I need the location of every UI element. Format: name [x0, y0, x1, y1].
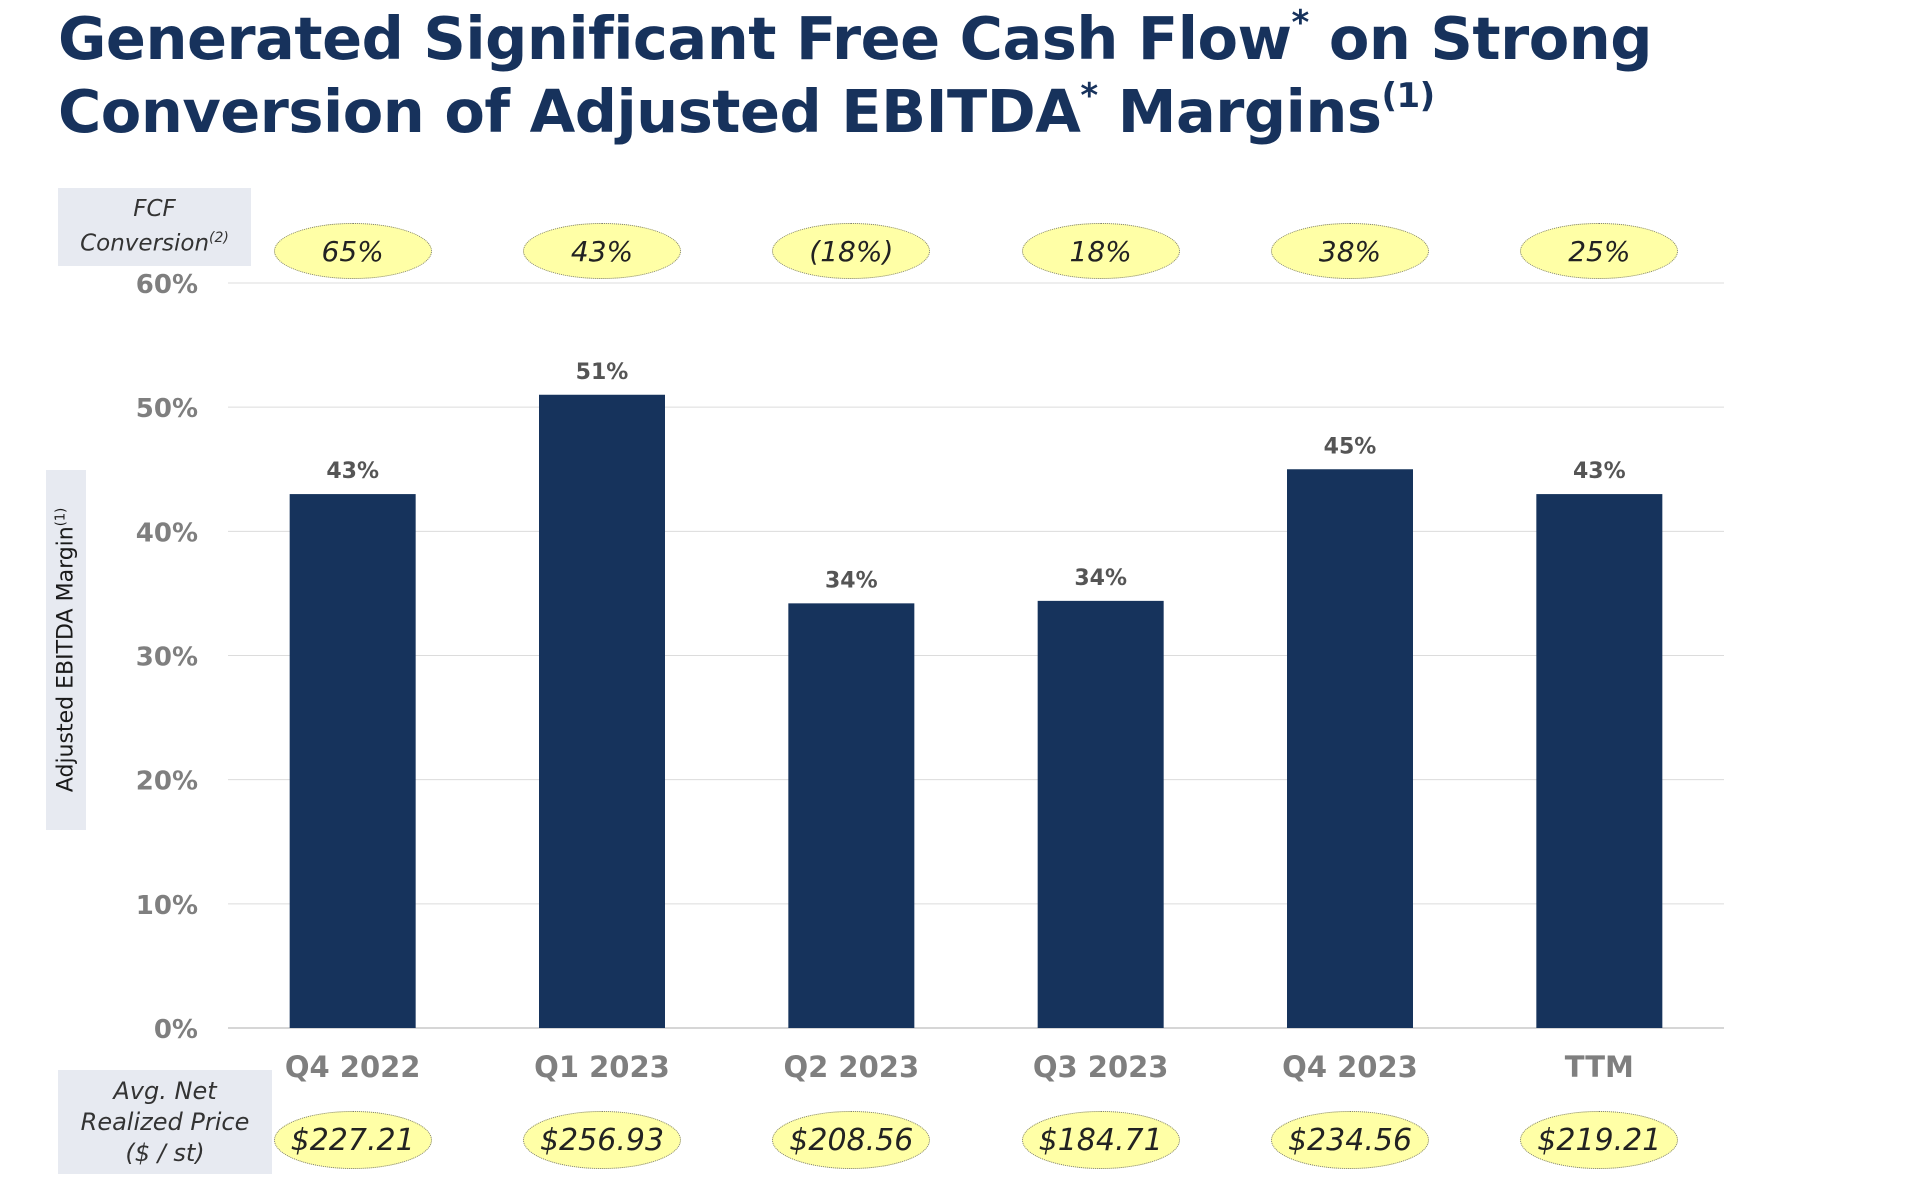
bar-data-label: 34% — [1074, 566, 1127, 591]
bar — [1037, 600, 1164, 1028]
fcf-label-line1: FCF — [133, 196, 176, 223]
chart-title: Generated Significant Free Cash Flow* on… — [58, 2, 1758, 148]
x-tick-label: Q2 2023 — [784, 1050, 920, 1084]
fcf-conversion-value: 18% — [1021, 223, 1180, 279]
avg-net-realized-price-value: $256.93 — [523, 1111, 681, 1169]
x-tick-label: TTM — [1565, 1050, 1634, 1084]
avg-net-realized-price-value: $184.71 — [1021, 1111, 1180, 1169]
y-axis-label-background — [46, 470, 86, 830]
y-tick-label: 30% — [136, 643, 198, 673]
title-footnote-ref: (1) — [1381, 76, 1435, 117]
fcf-conversion-value: 65% — [273, 223, 432, 279]
avg-net-realized-price-value: $234.56 — [1271, 1111, 1429, 1169]
y-tick-label: 20% — [136, 767, 198, 797]
bar-data-label: 43% — [1573, 459, 1626, 484]
price-label-line1: Avg. Net — [113, 1076, 217, 1105]
bar-data-label: 34% — [825, 568, 878, 593]
bar-data-label: 51% — [576, 360, 629, 385]
title-line2: Conversion of Adjusted EBITDA — [58, 77, 1081, 146]
x-tick-label: Q1 2023 — [534, 1050, 670, 1084]
fcf-conversion-label: FCF Conversion(2) — [58, 188, 251, 266]
fcf-label-line2: Conversion — [80, 230, 210, 257]
bar-data-label: 43% — [326, 459, 379, 484]
bar-data-label: 45% — [1324, 434, 1377, 459]
price-label-line3: ($ / st) — [125, 1138, 205, 1167]
avg-net-realized-price-value: $208.56 — [772, 1111, 931, 1169]
title-line1-end: on Strong — [1308, 4, 1653, 73]
y-tick-label: 40% — [136, 518, 198, 548]
title-asterisk-1: * — [1291, 3, 1310, 44]
bar — [289, 494, 416, 1028]
y-tick-label: 0% — [154, 1015, 198, 1045]
bar — [1287, 469, 1413, 1028]
title-line2-end: Margins — [1097, 77, 1382, 146]
avg-net-realized-price-value: $219.21 — [1520, 1111, 1679, 1169]
x-tick-label: Q3 2023 — [1033, 1050, 1169, 1084]
y-tick-label: 50% — [136, 394, 198, 424]
y-tick-label: 60% — [136, 270, 198, 300]
x-tick-label: Q4 2022 — [285, 1050, 421, 1084]
avg-net-realized-price-label: Avg. Net Realized Price ($ / st) — [58, 1070, 272, 1174]
y-tick-label: 10% — [136, 891, 198, 921]
title-asterisk-2: * — [1080, 76, 1098, 117]
bar — [788, 603, 915, 1028]
bar — [539, 394, 665, 1028]
fcf-conversion-value: 38% — [1271, 223, 1429, 279]
x-tick-label: Q4 2023 — [1282, 1050, 1418, 1084]
price-label-line2: Realized Price — [80, 1107, 250, 1136]
fcf-label-note: (2) — [209, 230, 229, 247]
fcf-conversion-value: 43% — [523, 223, 681, 279]
bar — [1536, 494, 1663, 1028]
fcf-conversion-value: 25% — [1520, 223, 1679, 279]
avg-net-realized-price-value: $227.21 — [273, 1111, 432, 1169]
title-line1: Generated Significant Free Cash Flow — [58, 4, 1292, 73]
fcf-conversion-value: (18%) — [772, 223, 931, 279]
